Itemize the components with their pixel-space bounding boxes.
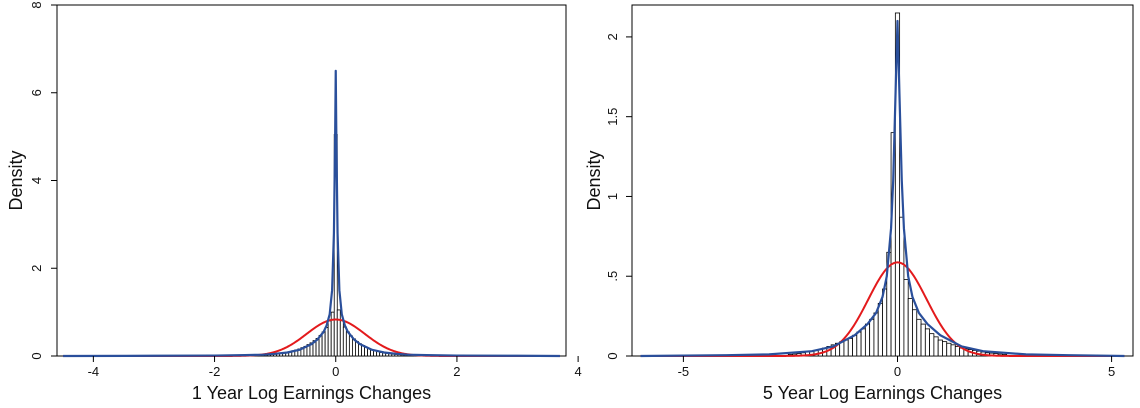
histogram-bar bbox=[873, 312, 879, 357]
histogram-bar bbox=[345, 331, 350, 357]
histogram-bar bbox=[899, 216, 905, 357]
histogram-bar bbox=[929, 333, 935, 357]
histogram-bar bbox=[912, 309, 918, 357]
y-tick-label: 1.5 bbox=[605, 108, 620, 126]
x-tick-label: -5 bbox=[678, 364, 690, 379]
x-tick-label: 0 bbox=[894, 364, 901, 379]
histogram-bar bbox=[920, 323, 926, 357]
histogram-bar bbox=[882, 288, 888, 357]
x-axis-title: 5 Year Log Earnings Changes bbox=[763, 383, 1002, 403]
y-tick-label: 1 bbox=[605, 193, 620, 200]
histogram-bar bbox=[856, 331, 862, 357]
plot-frame bbox=[56, 4, 567, 357]
histogram-bar bbox=[954, 346, 960, 357]
kernel-density-line bbox=[63, 69, 560, 358]
histogram-bar bbox=[852, 334, 858, 357]
histogram-bar bbox=[864, 323, 871, 357]
histogram-bar bbox=[327, 320, 332, 357]
x-tick-label: 5 bbox=[1108, 364, 1115, 379]
histogram-bar bbox=[903, 279, 909, 357]
y-axis-title: Density bbox=[6, 150, 26, 210]
x-tick-label: 4 bbox=[575, 364, 582, 379]
y-tick-label: 0 bbox=[605, 352, 620, 359]
y-axis-title: Density bbox=[584, 150, 604, 210]
histogram-bar bbox=[342, 326, 347, 357]
histogram-bar bbox=[946, 342, 952, 357]
histogram-bar bbox=[321, 331, 326, 357]
histogram-bar bbox=[324, 327, 329, 357]
histogram-bar bbox=[924, 328, 931, 357]
histogram-bar bbox=[339, 319, 344, 357]
histogram-bar bbox=[937, 339, 943, 357]
x-tick-label: -4 bbox=[88, 364, 100, 379]
kernel-density-line bbox=[640, 19, 1125, 358]
histogram-bar bbox=[907, 298, 913, 357]
histogram-bar bbox=[336, 309, 341, 357]
histogram-bar bbox=[843, 339, 849, 357]
y-tick-label: 6 bbox=[29, 89, 44, 96]
histogram-bar bbox=[933, 336, 939, 357]
y-tick-label: 2 bbox=[29, 265, 44, 272]
x-axis-title: 1 Year Log Earnings Changes bbox=[192, 383, 431, 403]
y-tick-label: 2 bbox=[605, 33, 620, 40]
y-tick-label: 0 bbox=[29, 352, 44, 359]
histogram-bar bbox=[942, 341, 948, 357]
histogram-bar bbox=[860, 328, 866, 357]
y-tick-label: .5 bbox=[605, 271, 620, 282]
histogram-bar bbox=[916, 318, 922, 357]
histogram-bar bbox=[348, 335, 353, 357]
histogram-bar bbox=[877, 302, 883, 357]
right-chart-panel: -5 0 5 0 .5 1 1.5 2 5 Year Log Earnings Changes D… bbox=[584, 4, 1134, 403]
y-tick-label: 4 bbox=[29, 177, 44, 184]
histogram-bar bbox=[950, 344, 956, 357]
x-tick-label: 2 bbox=[453, 364, 460, 379]
x-tick-label: -2 bbox=[209, 364, 221, 379]
histogram-bar bbox=[847, 338, 853, 357]
x-tick-label: 0 bbox=[332, 364, 339, 379]
histogram-bar bbox=[869, 318, 875, 357]
y-tick-label: 8 bbox=[29, 1, 44, 8]
left-chart-panel: -4 -2 0 2 4 0 2 4 6 8 1 Year Log Earnings Changes D… bbox=[6, 1, 582, 403]
